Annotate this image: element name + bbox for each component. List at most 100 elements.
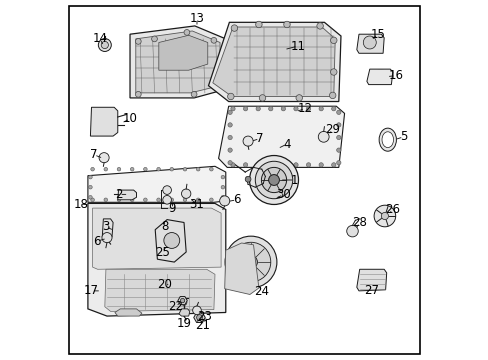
Text: 22: 22 xyxy=(168,300,183,313)
Circle shape xyxy=(230,107,235,111)
Text: 4: 4 xyxy=(283,138,290,150)
Circle shape xyxy=(227,110,232,114)
Circle shape xyxy=(346,225,358,237)
FancyBboxPatch shape xyxy=(69,6,419,354)
Circle shape xyxy=(104,198,107,202)
Circle shape xyxy=(130,198,134,202)
Circle shape xyxy=(293,107,298,111)
Polygon shape xyxy=(356,34,384,53)
Circle shape xyxy=(331,163,335,167)
Text: 26: 26 xyxy=(385,203,400,216)
Text: 1: 1 xyxy=(290,174,298,186)
Text: 11: 11 xyxy=(290,40,305,53)
Circle shape xyxy=(181,300,186,305)
Circle shape xyxy=(212,84,218,90)
Circle shape xyxy=(318,163,323,167)
Circle shape xyxy=(157,167,160,171)
Circle shape xyxy=(243,136,253,146)
Circle shape xyxy=(88,185,92,189)
Polygon shape xyxy=(224,243,258,294)
Polygon shape xyxy=(136,31,220,93)
Circle shape xyxy=(281,107,285,111)
Circle shape xyxy=(196,198,200,202)
Circle shape xyxy=(227,135,232,140)
Circle shape xyxy=(381,212,387,220)
Circle shape xyxy=(230,163,235,167)
Circle shape xyxy=(181,189,190,198)
Polygon shape xyxy=(366,69,392,85)
Polygon shape xyxy=(212,27,335,96)
Circle shape xyxy=(157,198,160,202)
Circle shape xyxy=(221,175,224,179)
Circle shape xyxy=(135,91,141,97)
Polygon shape xyxy=(104,269,215,311)
Polygon shape xyxy=(208,22,340,102)
Circle shape xyxy=(191,91,197,97)
Circle shape xyxy=(268,175,279,185)
Circle shape xyxy=(268,163,272,167)
Polygon shape xyxy=(193,312,205,323)
Polygon shape xyxy=(179,309,189,316)
Circle shape xyxy=(256,163,260,167)
Text: 30: 30 xyxy=(275,188,290,201)
Polygon shape xyxy=(115,309,142,316)
Polygon shape xyxy=(88,203,225,316)
Circle shape xyxy=(243,163,247,167)
Circle shape xyxy=(224,236,276,288)
Circle shape xyxy=(101,41,108,49)
Circle shape xyxy=(261,167,286,193)
Polygon shape xyxy=(155,220,186,262)
Text: 12: 12 xyxy=(297,102,312,115)
Circle shape xyxy=(163,195,171,204)
Text: 5: 5 xyxy=(399,130,407,143)
Circle shape xyxy=(104,167,107,171)
Circle shape xyxy=(183,198,186,202)
Ellipse shape xyxy=(164,278,174,291)
Text: 19: 19 xyxy=(176,317,191,330)
Circle shape xyxy=(88,195,92,199)
Text: 29: 29 xyxy=(325,123,340,136)
Circle shape xyxy=(221,185,224,189)
Text: 20: 20 xyxy=(157,278,172,291)
Circle shape xyxy=(293,163,298,167)
Text: 8: 8 xyxy=(161,220,168,233)
Circle shape xyxy=(330,69,336,75)
Circle shape xyxy=(163,233,179,248)
Polygon shape xyxy=(356,269,386,291)
Circle shape xyxy=(227,93,234,100)
Circle shape xyxy=(336,135,340,140)
Text: 27: 27 xyxy=(363,284,378,297)
Circle shape xyxy=(227,161,232,165)
Text: 6: 6 xyxy=(232,193,240,206)
Ellipse shape xyxy=(381,132,393,148)
Circle shape xyxy=(249,156,298,204)
Circle shape xyxy=(363,36,375,49)
Circle shape xyxy=(151,36,157,42)
Circle shape xyxy=(256,107,260,111)
Text: 28: 28 xyxy=(351,216,366,229)
Circle shape xyxy=(336,123,340,127)
Circle shape xyxy=(244,256,257,269)
Text: 9: 9 xyxy=(168,202,176,215)
Text: 17: 17 xyxy=(84,284,99,297)
Text: 21: 21 xyxy=(195,319,210,332)
Text: 24: 24 xyxy=(254,285,269,298)
Circle shape xyxy=(192,306,201,315)
Circle shape xyxy=(88,175,92,179)
Text: 2: 2 xyxy=(115,188,122,201)
Circle shape xyxy=(243,107,247,111)
Circle shape xyxy=(255,21,262,28)
Polygon shape xyxy=(90,107,118,136)
Circle shape xyxy=(329,92,335,99)
Circle shape xyxy=(180,298,184,303)
Circle shape xyxy=(336,148,340,152)
Circle shape xyxy=(211,37,216,43)
Ellipse shape xyxy=(378,128,396,151)
Circle shape xyxy=(170,167,173,171)
Circle shape xyxy=(143,198,147,202)
Text: 18: 18 xyxy=(73,198,88,211)
Circle shape xyxy=(306,163,310,167)
Text: 15: 15 xyxy=(369,28,385,41)
Circle shape xyxy=(183,167,186,171)
Circle shape xyxy=(196,167,200,171)
